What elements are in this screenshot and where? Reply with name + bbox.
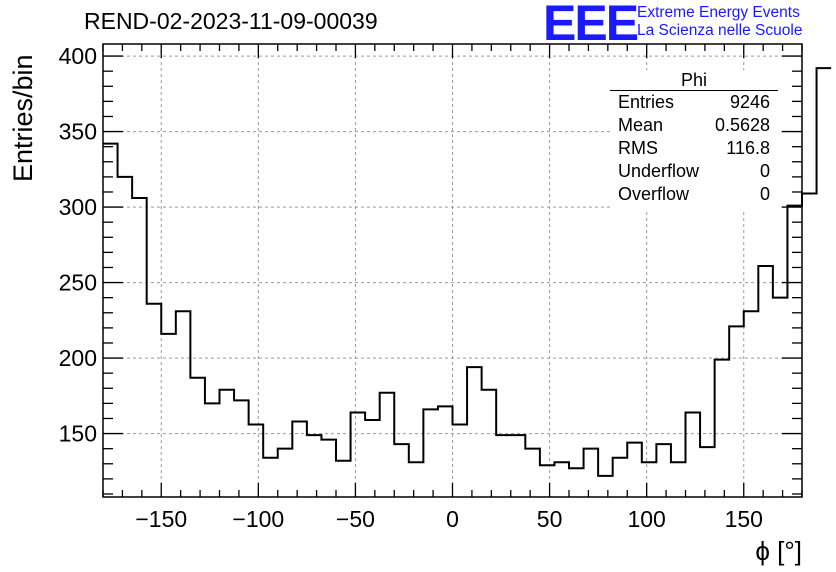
stats-row: Underflow 0 [610, 160, 778, 183]
x-tick-label: −100 [232, 506, 284, 532]
logo-line-1: Extreme Energy Events [637, 4, 800, 21]
x-tick-label: 100 [627, 506, 665, 532]
stats-row: Overflow 0 [610, 183, 778, 206]
chart-title: REND-02-2023-11-09-00039 [84, 8, 378, 34]
y-axis-title: Entries/bin [8, 54, 38, 182]
stats-row: Mean 0.5628 [610, 114, 778, 137]
logo-text: Extreme Energy Events La Scienza nelle S… [637, 4, 802, 40]
stats-value: 9246 [729, 92, 770, 112]
x-tick-label: 50 [537, 506, 563, 532]
y-tick-labels: 150 200 250 300 350 400 [59, 43, 97, 447]
stats-label: Overflow [618, 184, 690, 204]
y-tick-label: 200 [59, 345, 97, 371]
stats-row: Entries 9246 [610, 91, 778, 114]
stats-row: RMS 116.8 [610, 137, 778, 160]
y-tick-label: 250 [59, 270, 97, 296]
logo-line-2: La Scienza nelle Scuole [637, 22, 803, 39]
axis-ticks [102, 44, 803, 497]
stats-value: 0.5628 [714, 115, 770, 135]
stats-box: Phi Entries 9246 Mean 0.5628 RMS 116.8 U… [610, 70, 778, 210]
stats-label: Entries [618, 92, 675, 112]
stats-label: Underflow [618, 161, 700, 181]
y-tick-label: 150 [59, 421, 97, 447]
stats-label: RMS [618, 138, 658, 158]
x-tick-labels: −150 −100 −50 0 50 100 150 [135, 506, 763, 532]
stats-title: Phi [610, 70, 778, 91]
eee-logo: EEE [543, 0, 639, 51]
x-tick-label: 150 [725, 506, 763, 532]
x-tick-label: −50 [336, 506, 375, 532]
stats-value: 0 [759, 161, 770, 181]
x-tick-label: −150 [135, 506, 187, 532]
y-tick-label: 400 [59, 43, 97, 69]
histogram-line [103, 67, 832, 477]
y-tick-label: 300 [59, 194, 97, 220]
stats-value: 116.8 [726, 138, 770, 158]
y-tick-label: 350 [59, 119, 97, 145]
stats-label: Mean [618, 115, 664, 135]
x-axis-title: ϕ [°] [755, 536, 802, 566]
stats-value: 0 [759, 184, 770, 204]
x-tick-label: 0 [446, 506, 459, 532]
